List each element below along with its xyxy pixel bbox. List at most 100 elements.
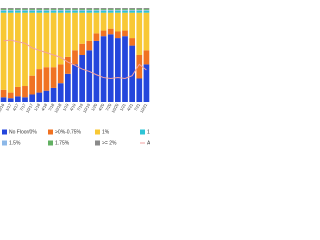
bar-segment — [129, 10, 135, 13]
page: 10/16 1/17 4/17 7/17 10/17 1/18 4/18 7/18 10/18 1… — [0, 0, 150, 150]
bar-segment — [115, 31, 121, 39]
bar-segment — [100, 10, 107, 13]
bar-segment — [43, 8, 50, 10]
legend-label: >0%-0.75% — [55, 129, 82, 135]
bar-segment — [65, 8, 71, 9]
x-tick-label: 7/21 — [133, 102, 142, 112]
legend-swatch — [48, 140, 53, 146]
bar-segment — [7, 98, 14, 102]
bar-segment — [57, 12, 64, 65]
bar-segment — [22, 8, 28, 10]
bar-segment — [93, 40, 100, 102]
bar-segment — [122, 8, 128, 9]
legend-label: 1% — [102, 129, 110, 135]
bar-segment — [86, 8, 93, 9]
bar-segment — [50, 8, 57, 10]
bar-segment — [72, 50, 78, 65]
bar-segment — [136, 8, 143, 10]
bar-segment — [86, 8, 93, 10]
bar-segment — [136, 10, 143, 13]
bar-segment — [122, 8, 128, 10]
bar-segment — [29, 8, 35, 9]
x-tick-label: 10/21 — [139, 102, 149, 114]
bar-segment — [22, 97, 28, 102]
legend-label: Avg — [147, 140, 150, 146]
legend-swatch — [140, 129, 145, 135]
bar-segment — [57, 9, 64, 11]
bar-segment — [50, 12, 57, 68]
bar-segment — [115, 12, 121, 32]
bar-segment — [122, 12, 128, 31]
bar-segment — [93, 9, 100, 11]
bar-segment — [7, 92, 14, 99]
bar-segment — [65, 8, 71, 10]
bar-segment — [86, 12, 93, 41]
bar-segment — [72, 9, 78, 11]
bar-segment — [43, 9, 50, 11]
bar-segment — [107, 34, 114, 102]
bar-segment — [15, 86, 21, 97]
bar-segment — [72, 10, 78, 13]
bar-segment — [86, 40, 93, 51]
bar-segment — [22, 12, 28, 87]
x-tick-label: 10/18 — [53, 102, 63, 114]
bar-segment — [129, 45, 135, 102]
bar-segment — [79, 12, 85, 44]
bar-segment — [50, 67, 57, 88]
bar-segment — [36, 8, 43, 10]
bar-segment — [100, 12, 107, 31]
bar-segment — [143, 64, 150, 102]
bar-segment — [7, 8, 14, 9]
bar-segment — [57, 64, 64, 84]
avg-line — [3, 39, 147, 80]
bar-segment — [36, 92, 43, 102]
bar-segment — [36, 12, 43, 70]
bar-segment — [129, 8, 135, 10]
bar-segment — [107, 8, 114, 9]
bar-segment — [57, 10, 64, 13]
bar-segment — [36, 69, 43, 93]
x-tick-label: 10/20 — [110, 102, 120, 114]
bar-segment — [93, 33, 100, 41]
bar-segment — [36, 9, 43, 11]
bar-segment — [15, 96, 21, 102]
bar-segment — [22, 9, 28, 11]
bar-segment — [79, 55, 85, 102]
bar-segment — [22, 10, 28, 13]
legend-label: 1.75% — [55, 140, 70, 146]
bar-segment — [65, 12, 71, 57]
bar-segment — [57, 83, 64, 102]
legend-label: >= 2% — [102, 140, 117, 146]
bar-segment — [93, 10, 100, 13]
x-tick-label: 1/18 — [33, 102, 42, 112]
bar-segment — [15, 10, 21, 13]
bar-segment — [7, 9, 14, 11]
bar-segment — [22, 8, 28, 9]
bar-segment — [50, 87, 57, 102]
bar-segment — [72, 12, 78, 51]
bar-segment — [22, 86, 28, 98]
x-tick-label: 4/20 — [97, 102, 106, 112]
bar-segment — [15, 8, 21, 10]
chart: 10/161/174/177/1710/171/184/187/1810/181… — [0, 8, 150, 146]
bar-segment — [93, 8, 100, 10]
bar-segment — [7, 12, 14, 93]
x-tick-label: 10/17 — [25, 102, 35, 114]
bar-segment — [72, 8, 78, 10]
bar-segment — [136, 78, 143, 102]
bar-segment — [122, 30, 128, 37]
legend-label: 1.25% — [147, 129, 150, 135]
bar-segment — [29, 10, 35, 13]
bar-segment — [7, 10, 14, 13]
bar-segment — [50, 10, 57, 13]
bar-segment — [129, 38, 135, 46]
bar-segment — [15, 9, 21, 11]
x-tick-label: 7/19 — [76, 102, 85, 112]
bar-segment — [107, 9, 114, 11]
bar-segment — [115, 8, 121, 9]
legend-swatch — [48, 129, 53, 135]
bar-segment — [29, 9, 35, 11]
x-tick-label: 1/17 — [4, 102, 13, 112]
bar-segment — [43, 67, 50, 91]
legend-swatch — [95, 129, 100, 135]
